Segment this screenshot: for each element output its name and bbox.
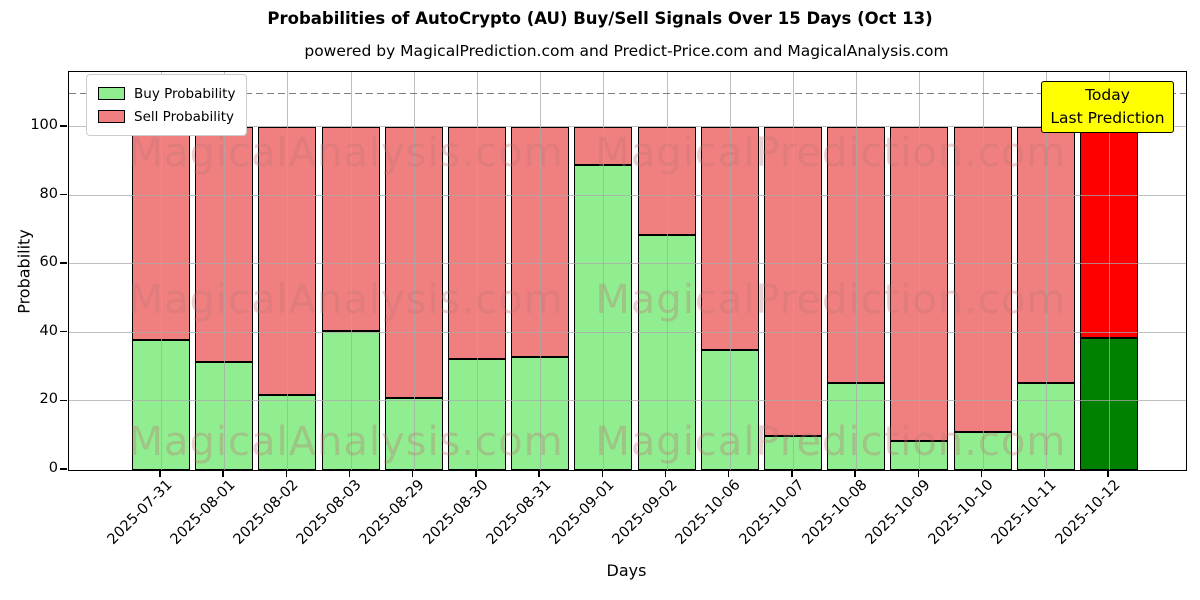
x-axis-label: Days	[606, 561, 647, 580]
x-tick-mark-2025-08-30	[475, 470, 477, 477]
gridline-x-2025-08-29	[413, 72, 415, 470]
gridline-x-2025-10-11	[1045, 72, 1047, 470]
legend-label-sell: Sell Probability	[134, 108, 235, 125]
x-tick-text: 2025-08-30	[420, 477, 492, 548]
x-tick-mark-2025-08-03	[348, 470, 351, 477]
x-tick-text: 2025-10-11	[989, 477, 1061, 548]
y-tick-mark-60	[60, 262, 67, 264]
y-tick-label-20: 20	[39, 391, 58, 408]
gridline-x-2025-09-02	[666, 72, 668, 470]
y-tick-mark-0	[60, 468, 67, 470]
gridline-x-2025-10-10	[982, 72, 984, 470]
gridline-y-40	[69, 331, 1186, 333]
y-axis-label: Probability	[14, 229, 34, 314]
x-tick-text: 2025-07-31	[104, 477, 176, 548]
x-tick-mark-2025-09-02	[664, 470, 667, 477]
y-tick-mark-80	[60, 193, 67, 196]
x-tick-text: 2025-10-10	[925, 477, 997, 548]
gridline-x-2025-10-09	[919, 72, 921, 470]
x-tick-mark-2025-10-11	[1044, 470, 1046, 477]
x-tick-mark-2025-10-06	[728, 470, 730, 477]
bar-2025-08-02-buy-segment	[258, 394, 317, 470]
y-tick-label-0: 0	[48, 460, 58, 476]
watermark-analysis: MagicalAnalysis.com	[128, 419, 564, 466]
gridline-x-2025-08-31	[540, 72, 542, 470]
annotation-line-1: Today	[1085, 86, 1130, 104]
x-tick-mark-2025-08-29	[412, 470, 414, 477]
gridline-x-2025-10-06	[729, 72, 731, 470]
watermark-prediction: MagicalPrediction.com	[595, 277, 1067, 324]
legend-item-buy: Buy Probability	[98, 82, 235, 105]
x-tick-text: 2025-09-02	[609, 477, 681, 548]
today-annotation: Today Last Prediction	[1041, 81, 1174, 133]
watermark-analysis: MagicalAnalysis.com	[128, 277, 564, 324]
x-tick-text: 2025-08-01	[167, 477, 239, 548]
gridline-x-2025-08-02	[287, 72, 289, 470]
legend: Buy Probability Sell Probability	[86, 74, 248, 136]
gridline-x-2025-10-08	[856, 72, 858, 470]
y-tick-label-40: 40	[39, 322, 58, 339]
gridline-y-60	[69, 263, 1186, 265]
x-tick-mark-2025-10-08	[854, 470, 856, 477]
annotation-line-2: Last Prediction	[1050, 109, 1165, 127]
x-tick-text: 2025-10-12	[1052, 477, 1124, 548]
watermark-prediction: MagicalPrediction.com	[595, 130, 1067, 177]
legend-label-buy: Buy Probability	[134, 85, 236, 102]
x-tick-mark-2025-07-31	[159, 470, 161, 477]
x-tick-text: 2025-09-01	[546, 477, 618, 548]
x-tick-text: 2025-08-03	[293, 477, 365, 548]
gridline-x-2025-08-30	[476, 72, 478, 470]
x-tick-text: 2025-10-08	[799, 477, 871, 548]
x-tick-mark-2025-10-09	[917, 470, 920, 477]
y-tick-mark-20	[60, 399, 67, 402]
x-tick-mark-2025-08-02	[285, 470, 288, 477]
sell-swatch-icon	[98, 110, 125, 123]
legend-item-sell: Sell Probability	[98, 105, 235, 128]
y-tick-mark-40	[60, 331, 67, 333]
x-tick-text: 2025-08-02	[230, 477, 302, 548]
buy-swatch-icon	[98, 87, 125, 100]
plot-area: Buy Probability Sell Probability Today L…	[68, 71, 1187, 471]
gridline-x-2025-07-31	[160, 72, 162, 470]
y-tick-label-100: 100	[30, 116, 58, 133]
y-tick-label-60: 60	[39, 254, 58, 271]
x-tick-text: 2025-10-06	[673, 477, 745, 548]
gridline-y-100	[69, 125, 1186, 127]
reference-dashed-line	[69, 92, 1186, 94]
x-tick-mark-2025-10-12	[1107, 470, 1109, 477]
watermark-prediction: MagicalPrediction.com	[595, 419, 1067, 466]
x-tick-mark-2025-10-07	[791, 470, 793, 477]
x-tick-text: 2025-10-07	[736, 477, 808, 548]
gridline-x-2025-08-03	[350, 72, 352, 470]
x-tick-text: 2025-08-31	[483, 477, 555, 548]
chart-title: Probabilities of AutoCrypto (AU) Buy/Sel…	[267, 9, 933, 28]
bar-2025-08-02-sell-segment	[258, 126, 317, 395]
y-tick-label-80: 80	[39, 185, 58, 202]
gridline-x-2025-08-01	[224, 72, 226, 470]
gridline-y-80	[69, 194, 1186, 196]
watermark-analysis: MagicalAnalysis.com	[128, 130, 564, 177]
x-tick-mark-2025-08-31	[538, 470, 540, 477]
x-tick-mark-2025-09-01	[601, 470, 604, 477]
gridline-y-20	[69, 400, 1186, 402]
chart-subtitle: powered by MagicalPrediction.com and Pre…	[304, 42, 949, 60]
gridline-x-2025-10-07	[792, 72, 794, 470]
x-tick-mark-2025-10-10	[980, 470, 983, 477]
x-tick-text: 2025-08-29	[357, 477, 429, 548]
x-tick-text: 2025-10-09	[862, 477, 934, 548]
x-tick-mark-2025-08-01	[222, 470, 224, 477]
gridline-x-2025-09-01	[603, 72, 605, 470]
y-tick-mark-100	[60, 125, 67, 127]
gridline-x-2025-10-12	[1108, 72, 1110, 470]
